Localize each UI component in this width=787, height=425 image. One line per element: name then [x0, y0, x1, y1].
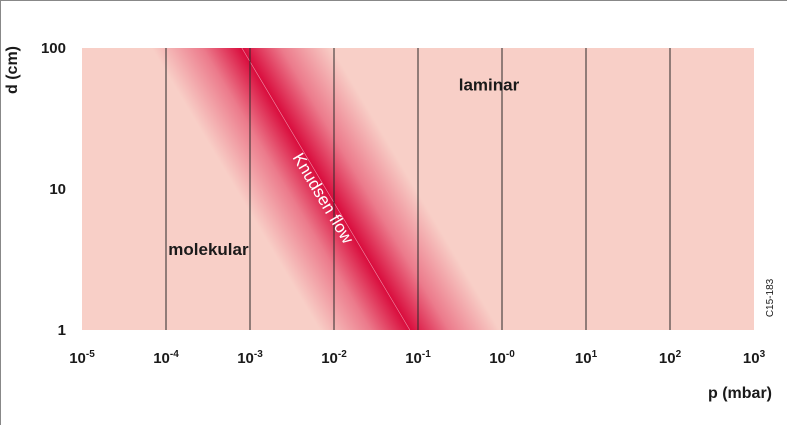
y-axis-ticks: 1 10 100 [41, 40, 66, 339]
laminar-region-label: laminar [459, 75, 520, 94]
x-tick-label: 103 [743, 349, 766, 367]
y-axis-label: d (cm) [4, 46, 21, 94]
x-axis-ticks: 10-5 10-4 10-3 10-2 10-1 10-0 101 102 103 [69, 349, 765, 367]
x-tick-label: 10-4 [153, 349, 179, 367]
grid-lines [165, 48, 671, 330]
figure-code: C15-183 [765, 278, 776, 317]
x-tick-label: 10-3 [237, 349, 263, 367]
y-tick-label: 100 [41, 40, 66, 57]
x-tick-label: 102 [659, 349, 682, 367]
molekular-region-label: molekular [168, 240, 249, 259]
y-tick-label: 1 [58, 322, 66, 339]
x-tick-label: 101 [575, 349, 598, 367]
x-tick-label: 10-2 [321, 349, 347, 367]
knudsen-center-line [241, 48, 411, 330]
x-tick-label: 10-0 [489, 349, 515, 367]
x-axis-label: p (mbar) [708, 385, 772, 402]
x-tick-label: 10-1 [405, 349, 431, 367]
y-tick-label: 10 [49, 181, 66, 198]
x-tick-label: 10-5 [69, 349, 95, 367]
